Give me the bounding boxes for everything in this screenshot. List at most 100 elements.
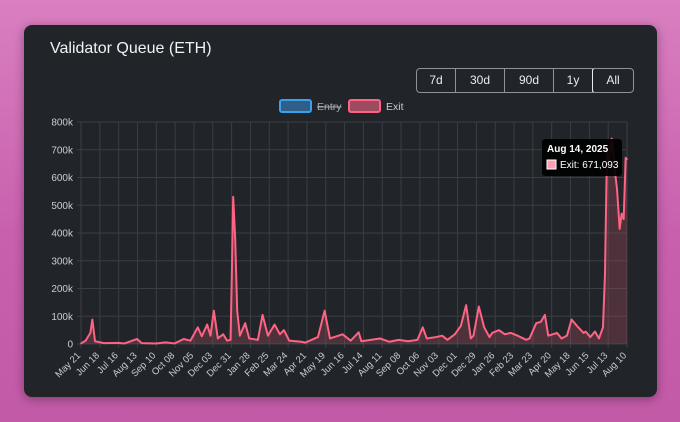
- data-point[interactable]: [213, 309, 215, 312]
- data-point[interactable]: [357, 331, 360, 334]
- data-point[interactable]: [620, 212, 623, 215]
- data-point[interactable]: [459, 325, 462, 327]
- data-point[interactable]: [239, 334, 241, 337]
- data-point[interactable]: [279, 333, 281, 336]
- data-point[interactable]: [341, 333, 344, 336]
- data-point[interactable]: [446, 339, 449, 341]
- data-point[interactable]: [397, 339, 400, 341]
- data-point[interactable]: [91, 318, 94, 321]
- range-button-7d[interactable]: 7d: [417, 69, 456, 92]
- range-button-90d[interactable]: 90d: [505, 69, 554, 92]
- data-point[interactable]: [267, 334, 269, 337]
- data-point[interactable]: [483, 326, 485, 329]
- data-point[interactable]: [197, 326, 199, 329]
- data-point[interactable]: [222, 333, 224, 336]
- data-point[interactable]: [360, 340, 363, 343]
- data-point[interactable]: [273, 323, 276, 326]
- data-point[interactable]: [379, 337, 381, 340]
- data-point[interactable]: [236, 309, 238, 312]
- range-button-30d[interactable]: 30d: [456, 69, 505, 92]
- data-point[interactable]: [560, 337, 563, 340]
- data-point[interactable]: [604, 273, 606, 276]
- data-point[interactable]: [594, 330, 596, 333]
- data-point[interactable]: [516, 334, 519, 337]
- data-point[interactable]: [248, 337, 251, 340]
- data-point[interactable]: [154, 342, 157, 345]
- data-point[interactable]: [117, 342, 120, 344]
- data-point[interactable]: [232, 196, 234, 198]
- data-point[interactable]: [470, 337, 472, 340]
- data-point[interactable]: [80, 342, 82, 345]
- data-point[interactable]: [283, 329, 285, 331]
- data-point[interactable]: [329, 337, 331, 340]
- data-point[interactable]: [421, 326, 424, 329]
- data-point[interactable]: [528, 337, 531, 340]
- data-point[interactable]: [547, 334, 550, 337]
- data-point[interactable]: [453, 333, 456, 336]
- data-point[interactable]: [624, 156, 627, 159]
- data-point[interactable]: [206, 323, 208, 326]
- data-point[interactable]: [103, 342, 106, 344]
- data-point[interactable]: [535, 322, 538, 324]
- data-point[interactable]: [525, 339, 528, 341]
- data-point[interactable]: [317, 336, 319, 338]
- data-point[interactable]: [504, 333, 506, 336]
- data-point[interactable]: [323, 309, 326, 312]
- data-point[interactable]: [544, 314, 546, 316]
- data-point[interactable]: [231, 273, 233, 276]
- data-point[interactable]: [123, 342, 126, 345]
- data-point[interactable]: [388, 340, 391, 343]
- data-point[interactable]: [182, 338, 185, 340]
- data-point[interactable]: [478, 305, 480, 308]
- data-point[interactable]: [94, 340, 96, 343]
- data-point[interactable]: [577, 326, 580, 329]
- data-point[interactable]: [234, 237, 236, 240]
- data-point[interactable]: [84, 339, 87, 342]
- legend-item-exit[interactable]: Exit: [348, 99, 404, 113]
- data-point[interactable]: [626, 158, 628, 161]
- data-point[interactable]: [570, 318, 573, 321]
- data-point[interactable]: [441, 334, 443, 337]
- data-point[interactable]: [498, 329, 500, 331]
- data-point[interactable]: [589, 336, 592, 338]
- legend-item-entry[interactable]: Entry: [279, 99, 342, 113]
- data-point[interactable]: [556, 332, 558, 334]
- data-point[interactable]: [598, 337, 600, 340]
- data-point[interactable]: [89, 332, 92, 334]
- data-point[interactable]: [300, 340, 303, 343]
- data-point[interactable]: [349, 339, 352, 342]
- data-point[interactable]: [217, 337, 219, 340]
- data-point[interactable]: [491, 332, 493, 334]
- data-point[interactable]: [209, 334, 212, 337]
- data-point[interactable]: [602, 326, 604, 329]
- data-point[interactable]: [229, 339, 232, 341]
- data-point[interactable]: [584, 330, 587, 333]
- data-point[interactable]: [425, 337, 428, 340]
- data-point[interactable]: [616, 187, 618, 190]
- data-point[interactable]: [472, 334, 475, 337]
- data-point[interactable]: [488, 336, 491, 338]
- data-point[interactable]: [244, 322, 247, 324]
- data-point[interactable]: [257, 339, 259, 341]
- data-point[interactable]: [288, 339, 291, 342]
- data-point[interactable]: [510, 332, 512, 334]
- data-point[interactable]: [173, 342, 176, 345]
- data-point[interactable]: [540, 321, 542, 323]
- data-point[interactable]: [582, 332, 585, 334]
- data-point[interactable]: [140, 342, 143, 344]
- data-point[interactable]: [304, 341, 307, 344]
- data-point[interactable]: [189, 339, 192, 342]
- data-point[interactable]: [164, 341, 167, 344]
- data-point[interactable]: [136, 338, 138, 340]
- series-line-exit[interactable]: [80, 137, 628, 345]
- data-point[interactable]: [465, 304, 467, 306]
- data-point[interactable]: [435, 336, 437, 338]
- data-point[interactable]: [226, 339, 228, 342]
- data-point[interactable]: [416, 339, 419, 341]
- data-point[interactable]: [618, 228, 621, 230]
- data-point[interactable]: [261, 314, 264, 316]
- range-button-all[interactable]: All: [592, 69, 633, 92]
- data-point[interactable]: [622, 218, 625, 220]
- data-point[interactable]: [201, 335, 203, 338]
- data-point[interactable]: [566, 334, 568, 337]
